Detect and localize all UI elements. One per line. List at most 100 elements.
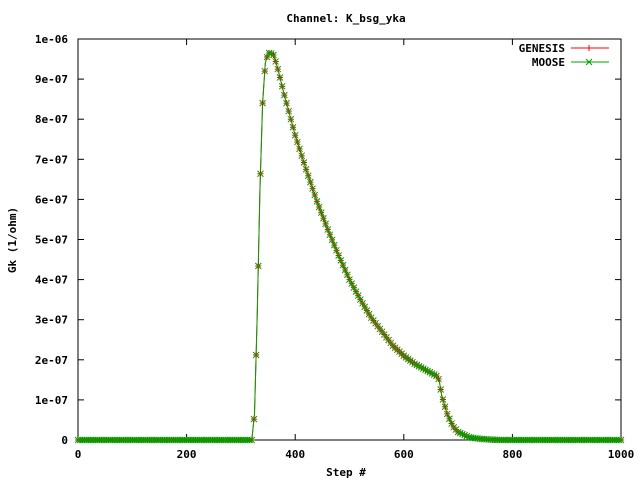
data-point-moose: [346, 276, 353, 283]
data-point-moose: [276, 74, 284, 81]
y-axis-label: Gk (1/ohm): [6, 207, 19, 273]
data-point-moose: [433, 372, 440, 380]
data-point-moose: [456, 429, 464, 437]
data-point-moose: [294, 138, 301, 146]
data-point-moose: [448, 420, 455, 427]
data-point-moose: [274, 65, 282, 73]
data-point-moose: [365, 310, 373, 318]
data-point-moose: [359, 299, 366, 307]
data-point-moose: [291, 131, 299, 139]
series-line-moose: [78, 52, 621, 441]
data-point-moose: [298, 152, 306, 160]
data-point-moose: [272, 58, 280, 65]
data-point-moose: [341, 266, 349, 274]
y-tick-label: 5e-07: [35, 234, 68, 247]
data-point-moose: [296, 145, 303, 153]
data-point-moose: [311, 191, 319, 199]
data-point-moose: [261, 67, 269, 75]
data-point-moose: [459, 430, 466, 438]
data-point-moose: [257, 170, 264, 178]
data-point-moose: [300, 159, 308, 166]
data-point-moose: [350, 284, 358, 291]
y-tick-label: 4e-07: [35, 274, 68, 287]
data-point-moose: [463, 432, 471, 440]
plot-border: [77, 38, 622, 441]
y-tick-label: 8e-07: [35, 113, 68, 126]
y-tick-label: 3e-07: [35, 314, 68, 327]
x-tick-label: 1000: [608, 448, 635, 461]
data-point-moose: [309, 185, 316, 192]
data-point-moose: [263, 53, 271, 61]
data-point-moose: [270, 51, 277, 59]
data-point-moose: [324, 226, 332, 233]
data-point-moose: [337, 256, 345, 264]
data-point-moose: [617, 436, 625, 444]
data-point-moose: [343, 271, 351, 279]
data-point-moose: [454, 428, 462, 436]
x-tick-label: 0: [75, 448, 82, 461]
series-line-genesis: [78, 52, 621, 441]
data-point-moose: [313, 198, 321, 205]
data-point-moose: [333, 246, 340, 254]
legend-marker-genesis: [586, 45, 592, 51]
data-point-moose: [615, 436, 623, 444]
data-point-moose: [439, 396, 447, 403]
legend-label-genesis: GENESIS: [519, 42, 565, 55]
x-tick-label: 400: [285, 448, 305, 461]
y-tick-label: 7e-07: [35, 153, 68, 166]
data-point-moose: [278, 82, 286, 90]
data-point-moose: [441, 403, 449, 411]
y-tick-label: 6e-07: [35, 193, 68, 206]
legend-marker-moose: [585, 58, 593, 66]
data-point-moose: [328, 236, 336, 244]
x-tick-label: 200: [177, 448, 197, 461]
y-tick-label: 2e-07: [35, 354, 68, 367]
series-lines: [78, 52, 621, 441]
data-point-moose: [326, 231, 334, 239]
data-point-moose: [443, 410, 451, 418]
chart-title: Channel: K_bsg_yka: [286, 12, 405, 25]
data-point-moose: [283, 99, 290, 107]
data-point-moose: [246, 436, 253, 444]
legend: GENESIS MOOSE: [519, 42, 609, 69]
data-point-moose: [330, 241, 338, 249]
data-point-moose: [348, 280, 356, 287]
y-tick-label: 9e-07: [35, 73, 68, 86]
data-point-moose: [307, 178, 314, 186]
legend-label-moose: MOOSE: [532, 56, 565, 69]
x-tick-label: 600: [394, 448, 414, 461]
data-point-moose: [287, 115, 295, 123]
data-point-moose: [302, 165, 310, 173]
data-point-moose: [250, 415, 258, 423]
data-point-moose: [363, 307, 371, 314]
y-tick-label: 1e-06: [35, 33, 68, 46]
data-point-moose: [265, 49, 273, 57]
data-point-moose: [304, 172, 312, 180]
data-point-moose: [248, 436, 256, 444]
data-point-moose: [339, 261, 347, 269]
y-tick-label: 0: [61, 434, 68, 447]
data-point-moose: [322, 220, 329, 228]
data-point-moose: [289, 123, 297, 131]
data-point-moose: [315, 203, 323, 211]
data-point-moose: [317, 209, 325, 216]
data-point-moose: [320, 214, 327, 222]
data-point-moose: [335, 252, 342, 259]
data-point-moose: [252, 351, 260, 359]
data-point-moose: [285, 107, 293, 115]
x-axis-label: Step #: [326, 466, 366, 479]
y-tick-label: 1e-07: [35, 394, 68, 407]
x-tick-label: 800: [502, 448, 522, 461]
data-point-moose: [280, 91, 288, 99]
axis-ticks: 0 200 400 600 800 1000 0 1e-07 2e-07 3e-07 4e-07 5e…: [35, 33, 634, 461]
data-point-moose: [361, 303, 369, 311]
data-point-moose: [259, 99, 266, 107]
series-markers: [74, 49, 625, 444]
data-point-moose: [461, 431, 468, 439]
data-point-moose: [354, 292, 362, 299]
data-point-moose: [352, 288, 360, 295]
data-point-moose: [357, 296, 364, 304]
data-point-moose: [437, 386, 445, 393]
data-point-moose: [435, 375, 442, 383]
data-point-moose: [446, 415, 453, 423]
